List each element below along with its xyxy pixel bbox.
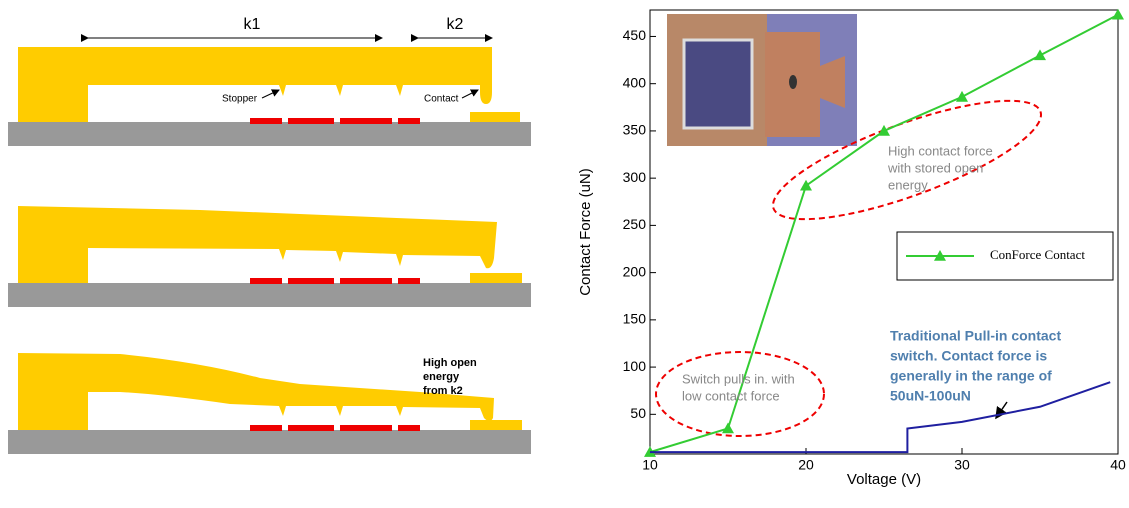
beam-diagram-pulled — [8, 206, 531, 307]
annotation: switch. Contact force is — [890, 348, 1047, 364]
legend-label: ConForce Contact — [990, 247, 1085, 262]
x-tick-label: 30 — [954, 457, 970, 473]
y-tick-label: 300 — [623, 169, 647, 185]
annotation: 50uN-100uN — [890, 388, 971, 404]
open-energy-label: energy — [423, 371, 460, 383]
annotation: low contact force — [682, 388, 780, 403]
annotation: energy — [888, 177, 928, 192]
contact-label: Contact — [424, 94, 459, 105]
annotation: generally in the range of — [890, 368, 1052, 384]
y-tick-label: 250 — [623, 216, 647, 232]
marker — [722, 422, 734, 434]
highlight-ellipse — [655, 351, 825, 437]
marker — [800, 179, 812, 191]
y-tick-label: 400 — [623, 74, 647, 90]
x-tick-label: 20 — [798, 457, 814, 473]
k2-label: k2 — [447, 16, 464, 33]
y-tick-label: 150 — [623, 311, 647, 327]
legend-marker — [934, 250, 946, 261]
x-tick-label: 40 — [1110, 457, 1126, 473]
x-axis-title: Voltage (V) — [847, 471, 921, 488]
beam-diagram-bent: High open energy from k2 — [8, 353, 531, 454]
highlight-ellipse — [771, 99, 1043, 221]
k1-label: k1 — [244, 16, 261, 33]
marker — [878, 124, 890, 136]
y-axis-title: Contact Force (uN) — [577, 168, 594, 296]
y-tick-label: 200 — [623, 263, 647, 279]
plot-frame — [649, 9, 1119, 455]
open-energy-label: High open — [423, 357, 477, 369]
annotation: High contact force — [888, 143, 993, 158]
annotation: Traditional Pull-in contact — [890, 328, 1061, 344]
annotation: with stored open — [887, 160, 983, 175]
y-tick-label: 350 — [623, 122, 647, 138]
y-tick-label: 100 — [623, 358, 647, 374]
series-line — [650, 381, 1111, 454]
marker — [1112, 8, 1124, 20]
inset-photo — [667, 14, 857, 146]
open-energy-label: from k2 — [423, 385, 463, 397]
marker — [1034, 49, 1046, 61]
marker — [956, 90, 968, 102]
x-tick-label: 10 — [642, 457, 658, 473]
stopper-label: Stopper — [222, 94, 258, 105]
y-tick-label: 450 — [623, 27, 647, 43]
annotation: Switch pulls in. with — [682, 371, 795, 386]
beam-diagram-rest: k1 k2 Stopper Contact — [8, 16, 531, 146]
y-tick-label: 50 — [630, 405, 646, 421]
